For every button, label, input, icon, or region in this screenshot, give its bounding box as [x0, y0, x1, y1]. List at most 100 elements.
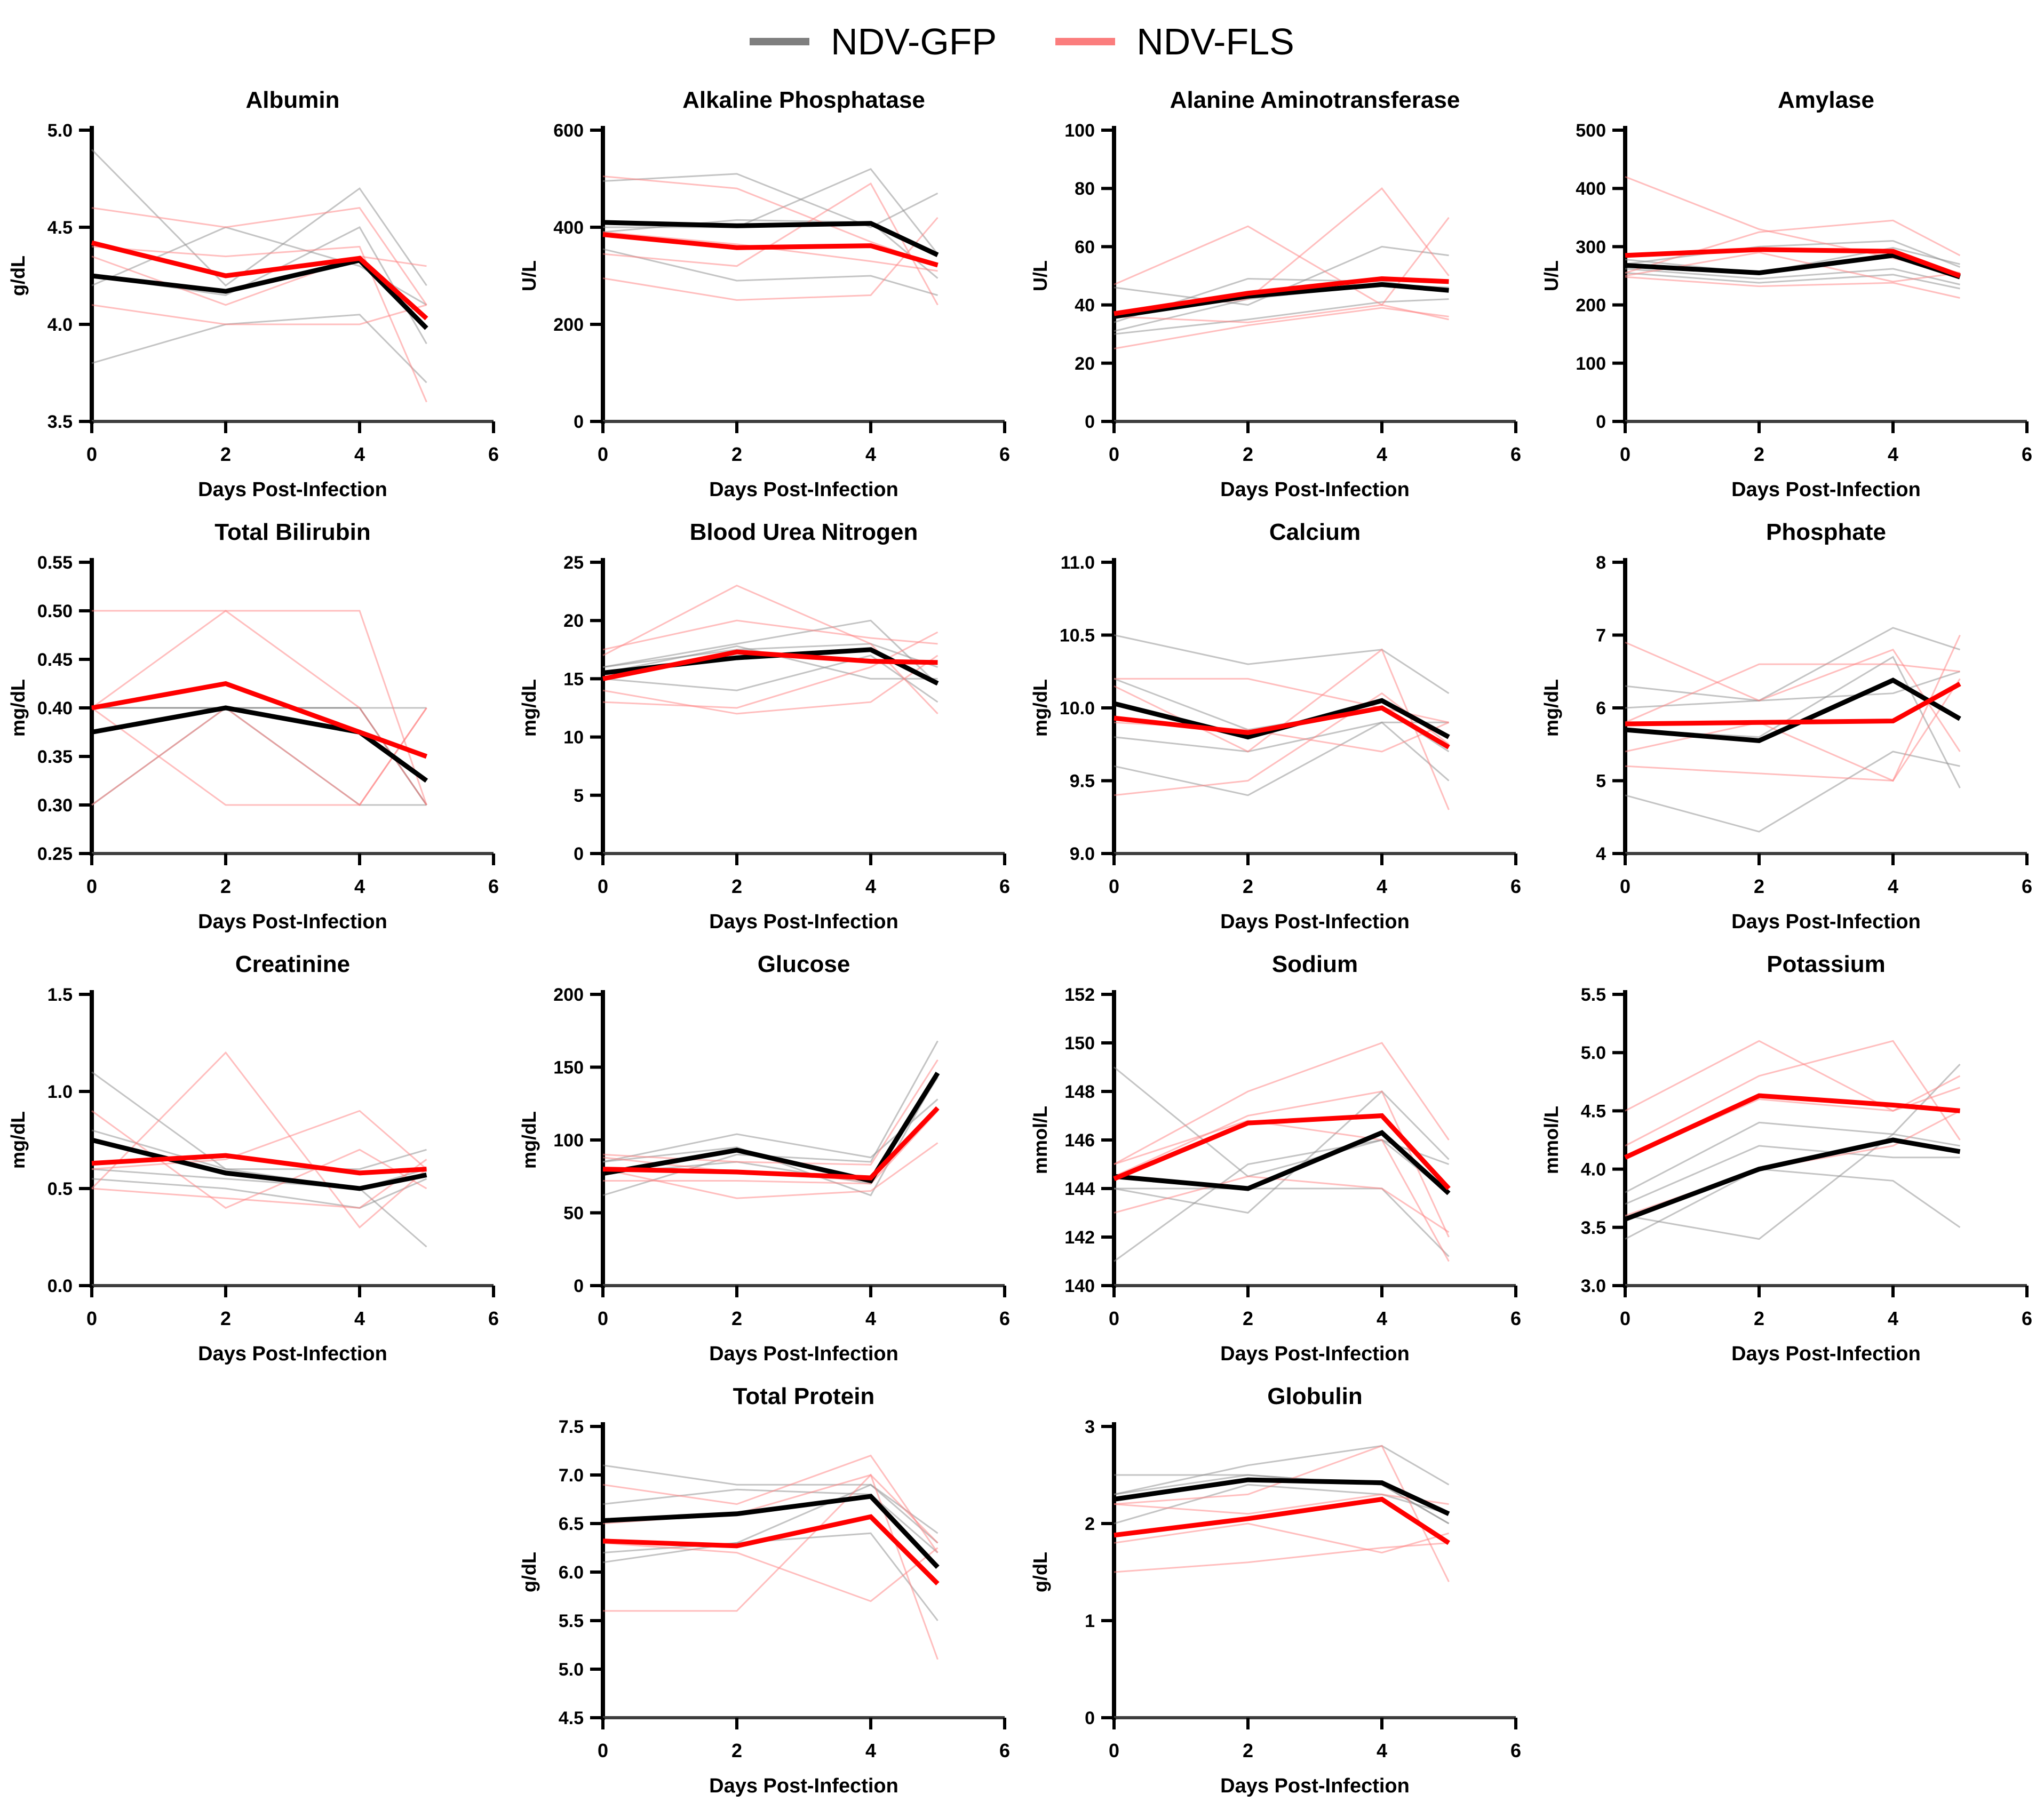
y-tick-label: 8 [1596, 553, 1606, 573]
y-axis-label: g/dL [7, 256, 29, 296]
y-tick-label: 60 [1075, 237, 1095, 257]
y-tick-label: 200 [553, 985, 584, 1005]
y-tick-label: 200 [553, 315, 584, 335]
y-tick-label: 0.30 [37, 795, 73, 816]
ndv-gfp-individual-line [602, 1074, 939, 1197]
x-axis-label: Days Post-Infection [1220, 911, 1410, 933]
ndv-gfp-mean-line [1625, 677, 1961, 744]
y-axis-label: mg/dL [7, 1111, 29, 1169]
y-tick-label: 1.0 [47, 1082, 73, 1102]
ndv-fls-mean-line [1624, 1093, 1960, 1160]
ndv-fls-individual-line [1114, 1542, 1449, 1573]
x-axis-label: Days Post-Infection [1731, 1343, 1921, 1365]
x-tick-label: 2 [1243, 1307, 1253, 1329]
y-tick-label: 2 [1085, 1514, 1095, 1534]
ndv-gfp-mean-line [1625, 253, 1961, 280]
chart-potassium: Potassium 3.0 3.5 4.0 4.5 5.0 5.5 0 2 4 6 Days Post… [1533, 943, 2044, 1375]
chart-title: Creatinine [235, 951, 350, 977]
x-tick-label: 4 [1888, 443, 1898, 465]
y-axis-label: mg/dL [1540, 679, 1562, 737]
x-tick-label: 0 [1109, 1740, 1119, 1761]
y-tick-label: 4 [1596, 844, 1606, 864]
ndv-fls-individual-line [602, 1542, 939, 1602]
chart-creatinine: Creatinine 0.0 0.5 1.0 1.5 0 2 4 6 Days Post-Infe… [0, 943, 511, 1375]
x-tick-label: 6 [2022, 875, 2032, 897]
chart-title: Sodium [1272, 951, 1358, 977]
ndv-fls-mean-line [1114, 276, 1449, 316]
x-axis-label: Days Post-Infection [198, 479, 387, 501]
y-tick-label: 5.0 [1581, 1043, 1606, 1063]
ndv-fls-mean-line [602, 232, 939, 268]
y-tick-label: 400 [553, 218, 584, 238]
chart-title: Total Bilirubin [214, 519, 371, 545]
x-tick-label: 4 [1888, 875, 1898, 897]
ndv-gfp-individual-line [602, 1040, 939, 1197]
ndv-fls-mean-line [91, 1153, 427, 1176]
x-tick-label: 6 [2022, 1307, 2032, 1329]
chart-title: Total Protein [733, 1383, 875, 1409]
y-tick-label: 148 [1064, 1082, 1095, 1102]
y-axis-label: mg/dL [518, 679, 540, 737]
chart-svg-alkaline-phosphatase: Alkaline Phosphatase 0 200 400 600 0 2 4 6 Days P… [518, 87, 1010, 501]
x-tick-label: 0 [86, 875, 97, 897]
ndv-fls-individual-line [1625, 1040, 1961, 1147]
y-tick-label: 0 [1596, 412, 1606, 432]
x-tick-label: 6 [1510, 443, 1521, 465]
y-tick-label: 9.0 [1070, 844, 1095, 864]
legend-label-ndv-fls: NDV-FLS [1136, 21, 1294, 62]
y-tick-label: 7 [1596, 626, 1606, 646]
ndv-gfp-individual-line [1625, 751, 1960, 833]
ndv-fls-mean-line [602, 649, 938, 681]
y-tick-label: 0 [1085, 1708, 1095, 1728]
chart-svg-blood-urea-nitrogen: Blood Urea Nitrogen 0 5 10 15 20 25 0 2 4 6 Days Po… [518, 519, 1010, 933]
y-tick-label: 142 [1064, 1227, 1095, 1248]
y-tick-label: 5.0 [47, 121, 73, 141]
y-tick-label: 4.5 [47, 218, 73, 238]
chart-title: Glucose [758, 951, 850, 977]
ndv-fls-individual-line [602, 655, 939, 715]
ndv-gfp-mean-line [1114, 282, 1449, 319]
y-tick-label: 0.5 [47, 1179, 73, 1199]
ndv-gfp-individual-line [1114, 634, 1450, 694]
ndv-gfp-individual-line [602, 1488, 939, 1553]
x-tick-label: 6 [488, 1307, 499, 1329]
ndv-gfp-mean-line [91, 1137, 427, 1191]
y-tick-label: 50 [563, 1203, 584, 1224]
chart-title: Calcium [1269, 519, 1361, 545]
chart-svg-potassium: Potassium 3.0 3.5 4.0 4.5 5.0 5.5 0 2 4 6 Days Post… [1540, 951, 2032, 1365]
legend-item-ndv-gfp: NDV-GFP [750, 20, 997, 63]
x-tick-label: 0 [86, 1307, 97, 1329]
ndv-fls-individual-line [1625, 276, 1960, 299]
y-tick-label: 0.0 [47, 1276, 73, 1296]
legend-item-ndv-fls: NDV-FLS [1055, 20, 1294, 63]
y-tick-label: 5.5 [1581, 985, 1606, 1005]
y-tick-label: 0.40 [37, 698, 73, 719]
ndv-fls-individual-line [603, 1473, 939, 1660]
x-tick-label: 6 [999, 443, 1010, 465]
x-tick-label: 0 [598, 1740, 608, 1761]
ndv-gfp-individual-line [1114, 245, 1449, 306]
ndv-gfp-individual-line [1625, 1168, 1961, 1240]
ndv-fls-individual-line [91, 206, 427, 306]
y-tick-label: 10.5 [1060, 626, 1095, 646]
ndv-fls-mean-line [91, 681, 428, 759]
y-tick-label: 0 [574, 412, 584, 432]
x-tick-label: 4 [354, 443, 365, 465]
ndv-fls-individual-line [1625, 251, 1960, 283]
y-tick-label: 10 [563, 728, 584, 748]
ndv-fls-mean-line [1114, 1496, 1450, 1545]
ndv-fls-mean-line [1625, 247, 1961, 278]
ndv-fls-individual-line [602, 619, 938, 651]
y-tick-label: 4.5 [559, 1708, 584, 1728]
ndv-gfp-individual-line [602, 643, 938, 668]
ndv-fls-mean-line [91, 240, 428, 321]
ndv-fls-individual-line [91, 245, 427, 403]
y-tick-label: 0 [574, 1276, 584, 1296]
y-tick-label: 4.0 [47, 315, 73, 335]
charts-grid: Albumin 3.5 4.0 4.5 5.0 0 2 4 6 Days Post-Infecti… [0, 79, 2044, 1807]
x-axis-label: Days Post-Infection [198, 911, 387, 933]
x-tick-label: 4 [354, 875, 365, 897]
chart-svg-globulin: Globulin 0 1 2 3 0 2 4 6 Days Post-Infection g/dL [1029, 1383, 1521, 1797]
ndv-gfp-individual-line [1625, 1121, 1960, 1193]
x-axis-label: Days Post-Infection [1220, 1343, 1410, 1365]
